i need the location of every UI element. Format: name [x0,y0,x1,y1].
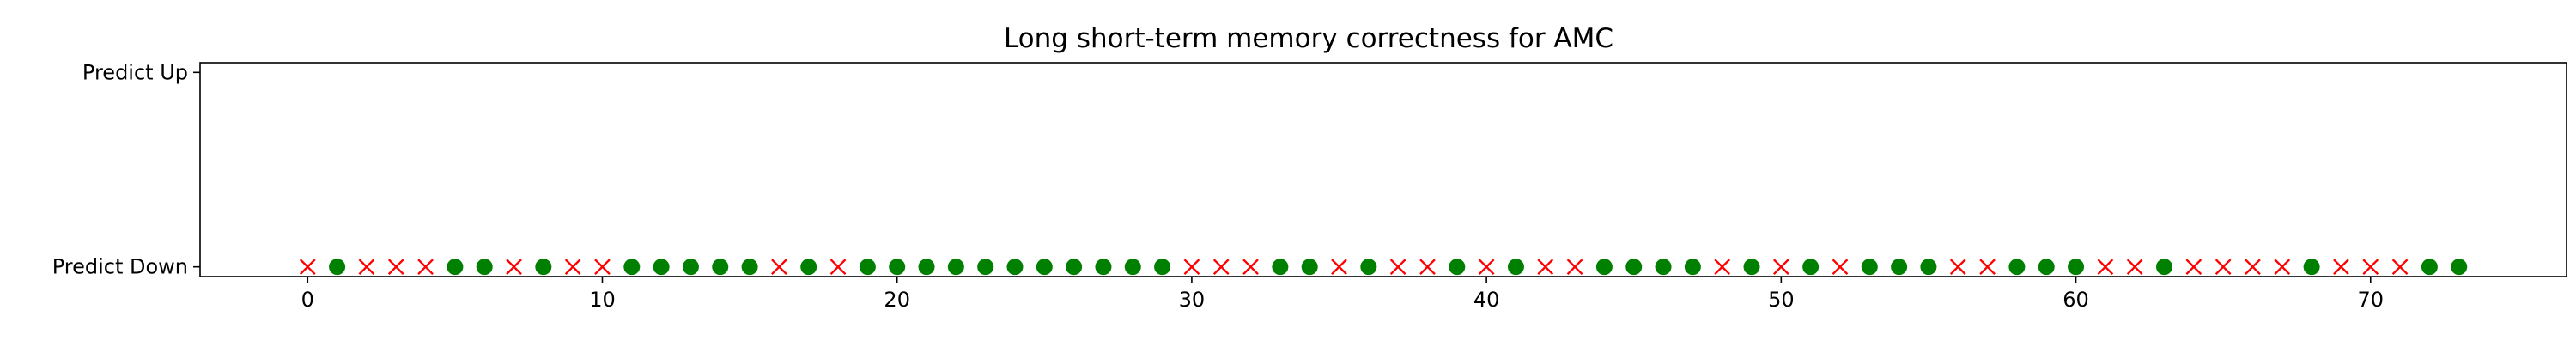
point-correct [712,259,729,276]
point-incorrect [1832,259,1849,276]
point-incorrect [1419,259,1436,276]
point-correct [800,259,817,276]
point-correct [623,259,641,276]
point-correct [977,259,994,276]
point-correct [2038,259,2055,276]
point-incorrect [1979,259,1996,276]
point-correct [447,259,464,276]
point-incorrect [1242,259,1259,276]
point-incorrect [2126,259,2143,276]
point-correct [1861,259,1878,276]
point-correct [1066,259,1083,276]
point-correct [1595,259,1613,276]
point-incorrect [2185,259,2202,276]
point-correct [329,259,346,276]
point-correct [1360,259,1377,276]
chart-title: Long short-term memory correctness for A… [1004,23,1613,54]
point-correct [653,259,670,276]
point-correct [2068,259,2085,276]
x-tick-label: 40 [1473,288,1500,312]
point-incorrect [2391,259,2409,276]
point-incorrect [2245,259,2261,276]
point-incorrect [1389,259,1406,276]
point-correct [2451,259,2468,276]
point-correct [1095,259,1112,276]
point-incorrect [1212,259,1230,276]
point-incorrect [2215,259,2232,276]
point-correct [1743,259,1760,276]
point-incorrect [1714,259,1731,276]
point-incorrect [829,259,847,276]
point-incorrect [358,259,375,276]
point-correct [1006,259,1024,276]
point-incorrect [594,259,611,276]
axes-frame [199,62,2567,277]
point-correct [1684,259,1701,276]
point-correct [1124,259,1141,276]
point-incorrect [771,259,787,276]
point-correct [889,259,906,276]
point-correct [2156,259,2173,276]
point-incorrect [2097,259,2114,276]
point-incorrect [417,259,434,276]
point-correct [1920,259,1937,276]
point-incorrect [1772,259,1789,276]
point-incorrect [1566,259,1583,276]
point-incorrect [2274,259,2291,276]
x-tick-label: 0 [301,288,314,312]
point-incorrect [564,259,581,276]
point-correct [1301,259,1318,276]
plot-area: 0 10 20 30 40 50 60 70 Predict Up Predict Down [52,60,2567,312]
point-correct [682,259,699,276]
point-correct [1272,259,1289,276]
point-correct [1802,259,1820,276]
point-incorrect [299,259,316,276]
point-correct [947,259,964,276]
y-tick-label: Predict Down [52,255,188,279]
x-tick-label: 60 [2063,288,2089,312]
x-tick-label: 20 [884,288,910,312]
point-correct [2008,259,2026,276]
point-incorrect [2362,259,2379,276]
point-correct [1891,259,1908,276]
point-correct [918,259,935,276]
x-tick-label: 30 [1179,288,1206,312]
point-incorrect [387,259,404,276]
point-correct [535,259,552,276]
point-correct [1449,259,1466,276]
point-correct [1655,259,1672,276]
point-correct [1154,259,1171,276]
point-incorrect [2333,259,2349,276]
x-tick-label: 10 [589,288,616,312]
point-correct [1625,259,1643,276]
point-correct [859,259,876,276]
point-correct [2303,259,2320,276]
x-tick-label: 50 [1768,288,1795,312]
y-tick-label: Predict Up [82,60,188,84]
point-incorrect [1949,259,1966,276]
point-correct [1507,259,1524,276]
point-correct [1036,259,1053,276]
point-correct [476,259,493,276]
point-incorrect [1537,259,1554,276]
point-incorrect [1331,259,1347,276]
point-correct [741,259,758,276]
point-incorrect [506,259,522,276]
point-incorrect [1478,259,1495,276]
x-tick-label: 70 [2357,288,2384,312]
point-incorrect [1183,259,1200,276]
point-correct [2421,259,2438,276]
